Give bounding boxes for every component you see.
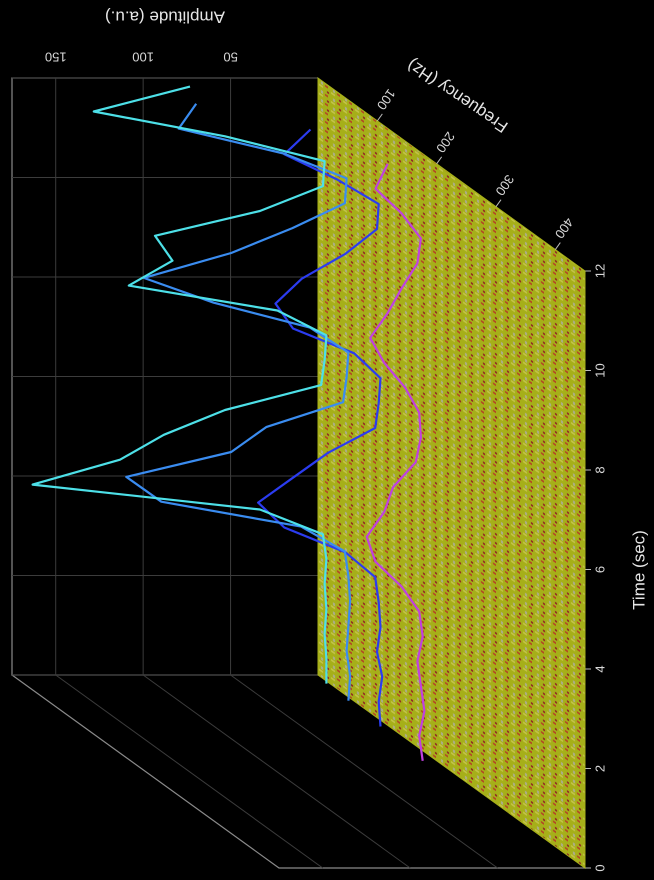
page: {"chart_data": {"type": "waterfall", "ti… xyxy=(0,0,654,880)
x-tick-label: 4 xyxy=(592,665,607,672)
surface xyxy=(318,78,585,868)
y-tick-label: 400 xyxy=(552,215,577,241)
y-tick xyxy=(555,243,560,250)
z-tick-label: 50 xyxy=(223,50,237,65)
x-axis-title: Time (sec) xyxy=(629,530,648,610)
y-tick xyxy=(377,114,382,121)
z-grid-line xyxy=(56,675,323,868)
x-tick-label: 8 xyxy=(592,466,607,473)
z-tick-label: 150 xyxy=(45,50,67,65)
x-tick-label: 2 xyxy=(592,765,607,772)
y-tick-label: 300 xyxy=(493,172,518,198)
x-tick-label: 10 xyxy=(592,363,607,377)
trace xyxy=(33,87,327,684)
z-tick-label: 100 xyxy=(132,50,154,65)
y-tick xyxy=(437,157,442,164)
x-tick-label: 6 xyxy=(592,566,607,573)
chart: Amplitude (a.u.) Frequency (Hz) Time (se… xyxy=(0,0,654,880)
z-axis-title: Amplitude (a.u.) xyxy=(105,8,225,27)
y-tick xyxy=(496,200,501,207)
y-tick-label: 100 xyxy=(374,86,399,112)
y-tick-label: 200 xyxy=(433,129,458,155)
x-tick-label: 12 xyxy=(592,264,607,278)
x-tick-label: 0 xyxy=(592,864,607,871)
trace xyxy=(126,104,350,701)
y-axis-title: Frequency (Hz) xyxy=(404,55,512,136)
